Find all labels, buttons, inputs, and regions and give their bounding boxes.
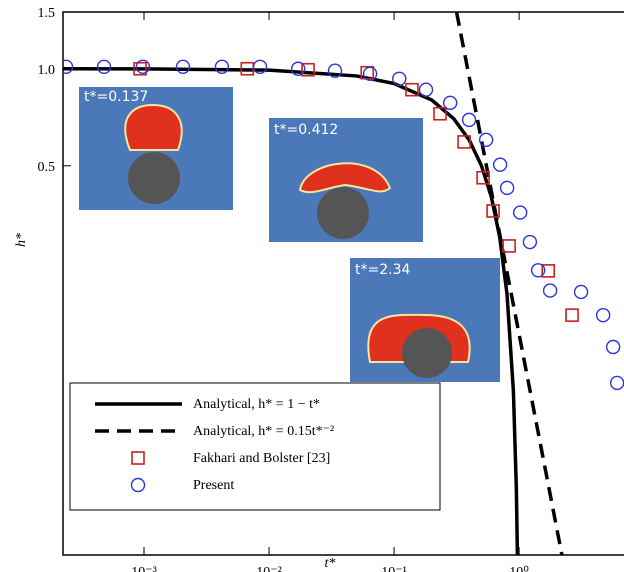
circle-marker <box>573 284 589 300</box>
inset: t*=2.34 <box>350 258 500 382</box>
square-marker <box>133 61 147 76</box>
legend-label: Present <box>193 478 234 493</box>
line <box>454 12 564 555</box>
square-marker <box>565 308 579 322</box>
circle-marker <box>461 112 477 128</box>
square-marker <box>502 239 516 253</box>
circle-marker <box>605 339 621 355</box>
square-marker <box>486 204 500 218</box>
square-marker <box>301 62 315 77</box>
legend: Analytical, h* = 1 − t* Analytical, h* = … <box>69 382 441 511</box>
circle-marker <box>63 59 74 75</box>
legend-label: Analytical, h* = 0.15t*⁻² <box>193 424 334 439</box>
y-axis-label: h* <box>14 233 29 247</box>
circle-marker <box>392 71 407 86</box>
circle-marker <box>609 375 624 391</box>
circle-marker <box>478 132 494 147</box>
x-tick-label: 10⁻² <box>256 565 282 572</box>
circle-marker <box>130 477 146 493</box>
y-tick-label: 0.5 <box>38 160 56 175</box>
square-marker <box>541 264 556 278</box>
square-marker <box>433 106 447 121</box>
circle-marker <box>522 234 538 250</box>
legend-label: Fakhari and Bolster [23] <box>193 451 330 466</box>
inset-label: t*=2.34 <box>355 262 410 278</box>
square-marker <box>457 135 471 149</box>
square-marker <box>476 170 490 185</box>
circle-marker <box>512 205 528 220</box>
circle-marker <box>362 66 378 81</box>
circle-marker <box>442 95 458 111</box>
plot-area <box>63 12 624 555</box>
plot-frame <box>62 11 624 556</box>
x-tick-label: 10⁰ <box>509 565 529 572</box>
circle-marker <box>290 61 306 76</box>
circle-marker <box>327 63 343 78</box>
inset: t*=0.412 <box>269 118 423 242</box>
y-tick-label: 1.5 <box>38 6 56 21</box>
circle-marker <box>252 59 268 75</box>
circle-marker <box>135 59 151 75</box>
circle-marker <box>175 59 191 75</box>
circle-marker <box>530 263 546 278</box>
circle-marker <box>492 157 508 172</box>
square-marker <box>360 65 375 80</box>
circle-marker <box>418 82 434 97</box>
inset: t*=0.137 <box>79 87 233 210</box>
x-tick-label: 10⁻¹ <box>381 565 407 572</box>
inset-label: t*=0.412 <box>274 122 338 138</box>
circle-marker <box>595 307 611 323</box>
circle-marker <box>499 180 515 196</box>
inset-label: t*=0.137 <box>84 89 148 105</box>
square-marker <box>405 82 419 97</box>
legend-label: Analytical, h* = 1 − t* <box>193 397 320 412</box>
circle-marker <box>214 59 230 75</box>
y-tick-label: 1.0 <box>38 63 56 78</box>
x-tick-label: 10⁻³ <box>131 565 157 572</box>
square-marker <box>131 451 145 465</box>
circle-marker <box>542 283 558 298</box>
x-axis-label: t* <box>325 556 336 571</box>
circle-marker <box>96 59 112 75</box>
